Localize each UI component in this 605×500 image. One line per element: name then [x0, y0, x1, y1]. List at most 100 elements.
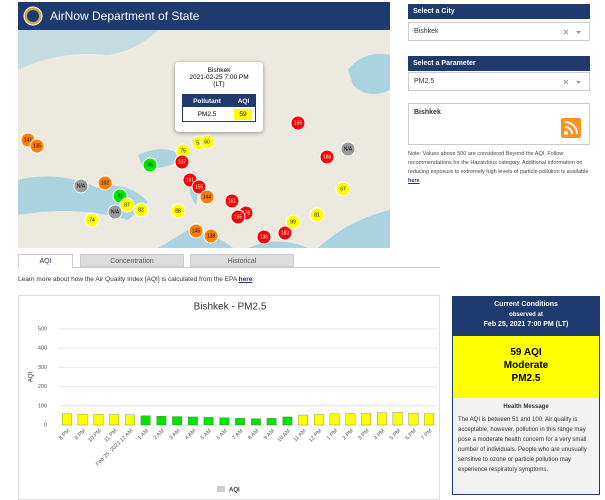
y-tick-label: 200	[38, 384, 47, 390]
map-marker[interactable]	[73, 178, 89, 194]
map-marker[interactable]	[290, 115, 306, 131]
bar	[156, 416, 167, 426]
bar	[266, 418, 277, 426]
parameter-select[interactable]: PM2.5	[408, 72, 590, 91]
x-tick-label: 7 AM	[231, 428, 244, 441]
select-icons	[563, 29, 581, 85]
city-select[interactable]: Bishkek	[408, 22, 590, 41]
x-tick-label: 12 PM	[308, 428, 324, 444]
marker-label: 176	[242, 210, 251, 216]
marker-label: N/A	[77, 183, 86, 189]
x-tick-label: 8 AM	[247, 428, 260, 441]
map-marker[interactable]	[199, 189, 215, 205]
health-title: Health Message	[503, 404, 549, 410]
learn-more: Learn more about how the Air Quality Ind…	[18, 276, 254, 283]
tab-concentration[interactable]: Concentration	[80, 254, 184, 267]
map-marker[interactable]	[170, 203, 186, 219]
bar	[219, 417, 230, 426]
marker-label: 135	[33, 143, 42, 149]
x-tick-label: 4 PM	[373, 428, 387, 442]
marker-label: 55	[196, 140, 202, 146]
bar	[140, 415, 151, 426]
map-marker[interactable]	[142, 157, 158, 173]
current-observed: observed at	[509, 312, 543, 318]
note-link[interactable]: here	[408, 178, 420, 184]
legend-swatch	[217, 486, 225, 492]
x-tick-label: 10 PM	[87, 428, 103, 444]
learn-end: .	[252, 276, 255, 283]
marker-label: 188	[323, 154, 332, 160]
city-label: Select a City	[408, 4, 590, 19]
x-tick-label: 5 PM	[389, 428, 403, 442]
bar	[125, 414, 135, 426]
bar	[250, 418, 261, 426]
bar	[109, 414, 120, 426]
marker-label: 155	[195, 184, 204, 190]
map-marker[interactable]	[133, 202, 149, 218]
bar	[329, 413, 340, 426]
y-tick-label: 100	[38, 403, 47, 409]
map-marker[interactable]	[191, 179, 207, 195]
map-marker[interactable]	[224, 193, 240, 209]
map-marker[interactable]	[309, 207, 325, 223]
parameter-label: Select a Parameter	[408, 56, 590, 71]
map-marker[interactable]	[84, 212, 100, 228]
bar	[392, 412, 403, 426]
current-aqi-box: 59 AQI Moderate PM2.5	[453, 336, 599, 398]
tab-historical[interactable]: Historical	[190, 254, 294, 267]
map-marker[interactable]	[256, 229, 272, 245]
x-tick-label: 3 PM	[357, 428, 371, 442]
map-marker[interactable]	[119, 197, 135, 213]
y-tick-label: 300	[38, 365, 47, 371]
feed-title: Bishkek	[414, 109, 441, 116]
marker-label: 141	[24, 137, 33, 143]
marker-label: N/A	[111, 209, 120, 215]
map-marker[interactable]	[97, 175, 113, 191]
rss-icon[interactable]	[561, 118, 581, 138]
popup-header: AQI	[231, 95, 256, 107]
marker-label: 81	[314, 212, 320, 218]
map-marker[interactable]	[277, 225, 293, 241]
bar	[93, 414, 104, 426]
popup-table: Pollutant AQI PM2.5 59	[182, 94, 256, 122]
map-marker[interactable]	[230, 209, 246, 225]
x-tick-label: 8 PM	[58, 428, 72, 442]
legend-label: AQI	[229, 488, 240, 494]
bar	[187, 416, 198, 426]
map-marker[interactable]	[340, 141, 356, 157]
marker-label: 45	[147, 162, 153, 168]
bar	[203, 417, 214, 426]
popup-time: 2021-02-25 7:00 PM (LT)	[189, 74, 249, 88]
map-marker[interactable]	[203, 228, 219, 244]
map-marker[interactable]	[107, 204, 123, 220]
chart: Bishkek - PM2.5 AQI 0 100 200 300 400 500 8 PM…	[18, 295, 440, 500]
bar	[376, 412, 387, 426]
bar	[345, 413, 356, 426]
map-marker[interactable]	[174, 154, 190, 170]
tab-line	[18, 267, 440, 268]
y-tick-label: 500	[38, 326, 47, 332]
bar	[424, 413, 434, 426]
bar	[298, 414, 308, 426]
marker-label: 165	[234, 214, 243, 220]
header-bar: AirNow Department of State	[18, 2, 390, 30]
marker-label: 145	[192, 228, 201, 234]
tab-aqi[interactable]: AQI	[18, 254, 73, 268]
map-marker[interactable]	[199, 134, 215, 150]
marker-label: 67	[340, 186, 346, 192]
map-marker[interactable]	[188, 223, 204, 239]
map-popup: Bishkek 2021-02-25 7:00 PM (LT) Pollutan…	[175, 62, 263, 132]
popup-city: Bishkek	[207, 67, 231, 74]
map-marker[interactable]	[319, 149, 335, 165]
x-tick-label: 4 AM	[184, 428, 197, 441]
map-marker[interactable]	[335, 181, 351, 197]
x-tick-label: 6 PM	[404, 428, 418, 442]
x-tick-label: 9 AM	[263, 428, 276, 441]
map-marker[interactable]	[29, 138, 45, 154]
marker-label: 88	[175, 208, 181, 214]
map-marker[interactable]	[285, 214, 301, 230]
learn-link[interactable]: here	[238, 276, 253, 283]
current-time: Feb 25, 2021 7:00 PM (LT)	[483, 321, 569, 328]
popup-header: Pollutant	[183, 95, 231, 107]
marker-label: 60	[204, 139, 210, 145]
